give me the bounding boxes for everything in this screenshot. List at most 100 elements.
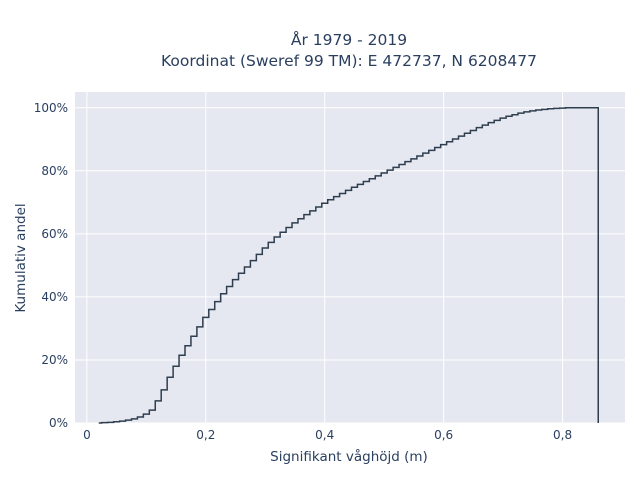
data-point bbox=[548, 106, 554, 112]
y-tick-label: 100% bbox=[34, 101, 68, 115]
data-point bbox=[429, 147, 435, 153]
data-point bbox=[351, 184, 357, 190]
data-point bbox=[328, 197, 334, 203]
series-layer bbox=[96, 105, 601, 426]
x-axis-title: Signifikant våghöjd (m) bbox=[270, 448, 428, 465]
x-tick-label: 0,8 bbox=[553, 428, 572, 442]
data-point bbox=[256, 251, 262, 257]
data-point bbox=[179, 352, 185, 358]
y-tick-label: 20% bbox=[41, 353, 68, 367]
data-point bbox=[143, 411, 149, 417]
x-tick-label: 0,2 bbox=[196, 428, 215, 442]
data-point bbox=[375, 173, 381, 179]
data-point bbox=[405, 159, 411, 165]
data-point bbox=[453, 136, 459, 142]
data-point bbox=[566, 105, 572, 111]
y-tick-label: 40% bbox=[41, 290, 68, 304]
data-point bbox=[280, 229, 286, 235]
data-point bbox=[399, 162, 405, 168]
data-point bbox=[227, 284, 233, 290]
data-point bbox=[155, 398, 161, 404]
chart-title-line-1: År 1979 - 2019 bbox=[291, 30, 407, 49]
data-point bbox=[262, 245, 268, 251]
data-point bbox=[411, 156, 417, 162]
data-point bbox=[595, 105, 601, 111]
data-point bbox=[120, 418, 126, 424]
tick-labels: 0 0,2 0,4 0,6 0,8 0% 20% 40% 60% 80% 100% bbox=[34, 101, 572, 442]
data-point bbox=[524, 109, 530, 115]
data-point bbox=[583, 105, 589, 111]
data-point bbox=[464, 130, 470, 136]
data-point bbox=[577, 105, 583, 111]
data-point bbox=[363, 179, 369, 185]
grid-lines bbox=[75, 92, 625, 424]
data-point bbox=[233, 277, 239, 283]
data-point bbox=[274, 234, 280, 240]
data-point bbox=[250, 258, 256, 264]
data-point bbox=[441, 142, 447, 148]
data-point bbox=[298, 216, 304, 222]
data-point bbox=[167, 374, 173, 380]
data-point bbox=[286, 225, 292, 231]
data-point bbox=[131, 416, 137, 422]
data-point bbox=[470, 127, 476, 133]
data-point bbox=[423, 150, 429, 156]
data-point bbox=[357, 181, 363, 187]
data-point bbox=[197, 324, 203, 330]
data-point bbox=[340, 191, 346, 197]
y-axis-title: Kumulativ andel bbox=[13, 203, 29, 312]
data-point bbox=[435, 144, 441, 150]
data-point bbox=[126, 417, 132, 423]
data-point bbox=[346, 187, 352, 193]
y-tick-label: 80% bbox=[41, 164, 68, 178]
data-point bbox=[518, 110, 524, 116]
data-point bbox=[542, 106, 548, 112]
data-point bbox=[137, 414, 143, 420]
data-point bbox=[108, 419, 114, 425]
data-point bbox=[268, 239, 274, 245]
data-point bbox=[203, 314, 209, 320]
data-point bbox=[589, 105, 595, 111]
data-point bbox=[185, 343, 191, 349]
data-point bbox=[310, 208, 316, 214]
data-point bbox=[488, 120, 494, 126]
data-point bbox=[387, 167, 393, 173]
y-tick-label: 0% bbox=[49, 416, 68, 430]
data-point bbox=[238, 270, 244, 276]
x-tick-label: 0 bbox=[83, 428, 91, 442]
data-point bbox=[191, 333, 197, 339]
cumulative-step-line bbox=[98, 107, 599, 424]
x-tick-label: 0,4 bbox=[315, 428, 334, 442]
data-point bbox=[114, 419, 120, 425]
data-point bbox=[149, 407, 155, 413]
data-point bbox=[322, 200, 328, 206]
data-point bbox=[506, 113, 512, 119]
data-point bbox=[536, 107, 542, 113]
data-point bbox=[304, 212, 310, 218]
data-point bbox=[458, 133, 464, 139]
data-point bbox=[381, 170, 387, 176]
data-point bbox=[221, 291, 227, 297]
data-point bbox=[447, 139, 453, 145]
data-point bbox=[560, 105, 566, 111]
plot-area bbox=[75, 92, 625, 423]
data-point bbox=[571, 105, 577, 111]
data-point bbox=[96, 420, 102, 426]
data-point bbox=[173, 363, 179, 369]
data-point bbox=[161, 387, 167, 393]
data-point bbox=[292, 220, 298, 226]
data-point bbox=[494, 117, 500, 123]
data-point bbox=[476, 125, 482, 131]
y-tick-label: 60% bbox=[41, 227, 68, 241]
data-point bbox=[369, 176, 375, 182]
data-point bbox=[316, 204, 322, 210]
data-point bbox=[102, 420, 108, 426]
data-point bbox=[334, 194, 340, 200]
chart-title-line-2: Koordinat (Sweref 99 TM): E 472737, N 62… bbox=[161, 52, 537, 70]
data-point bbox=[215, 299, 221, 305]
data-point bbox=[417, 153, 423, 159]
data-point bbox=[244, 264, 250, 270]
data-point bbox=[530, 108, 536, 114]
data-point bbox=[482, 122, 488, 128]
